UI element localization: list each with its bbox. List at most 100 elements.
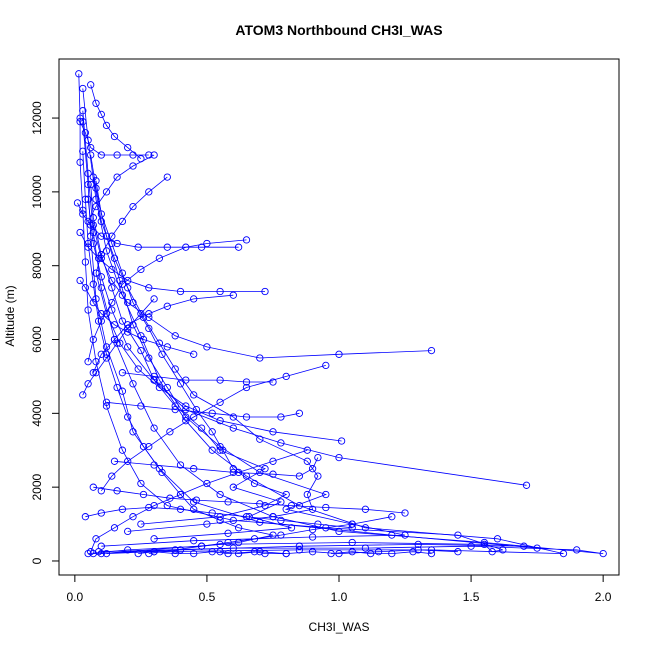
data-point (84, 136, 92, 144)
data-point (182, 402, 190, 410)
data-point (84, 169, 92, 178)
data-point (116, 276, 124, 285)
data-point (102, 398, 111, 406)
data-point (599, 549, 607, 558)
data-point (150, 151, 158, 159)
data-point (348, 520, 356, 528)
data-point (277, 439, 285, 447)
data-point (145, 313, 153, 322)
data-point (158, 350, 166, 358)
data-point (87, 81, 95, 89)
data-point (171, 332, 179, 340)
series-line (87, 239, 247, 362)
data-point (242, 236, 251, 244)
data-point (134, 243, 142, 251)
data-point (137, 346, 145, 355)
data-point (97, 509, 105, 517)
data-point (129, 513, 137, 521)
data-point (89, 335, 97, 344)
data-point (108, 284, 116, 292)
data-point (150, 548, 158, 556)
data-point (92, 177, 100, 185)
data-point (97, 273, 105, 281)
series-line (78, 73, 503, 554)
data-point (163, 343, 171, 351)
data-point (250, 479, 259, 488)
series-line (90, 84, 142, 160)
data-point (269, 531, 277, 539)
data-point (97, 232, 105, 240)
series-line (85, 507, 353, 529)
data-point (155, 383, 164, 392)
data-point (118, 280, 127, 288)
y-tick-label: 10000 (30, 175, 44, 209)
data-point (229, 465, 237, 473)
data-point (76, 228, 84, 237)
data-point (84, 243, 92, 251)
data-point (76, 118, 84, 126)
data-point (229, 468, 237, 477)
data-point (163, 302, 171, 310)
data-point (158, 468, 166, 477)
data-point (145, 188, 153, 196)
data-point (113, 151, 121, 159)
data-point (87, 151, 95, 159)
data-point (97, 250, 105, 259)
series-line (92, 294, 234, 373)
data-point (234, 524, 243, 532)
data-point (92, 358, 100, 366)
data-point (139, 490, 148, 499)
data-point (166, 428, 174, 436)
data-point (89, 298, 97, 307)
data-point (256, 500, 264, 508)
data-point (242, 378, 251, 386)
data-point (256, 518, 264, 526)
data-point (327, 549, 335, 558)
data-point (79, 391, 87, 399)
data-point (573, 546, 581, 554)
data-point (229, 483, 237, 491)
data-point (102, 402, 111, 410)
data-point (216, 376, 224, 384)
data-point (308, 465, 317, 473)
series-line (77, 202, 239, 248)
data-point (124, 546, 132, 554)
series-line (122, 372, 273, 383)
data-point (84, 380, 92, 388)
chart-title: ATOM3 Northbound CH3I_WAS (235, 22, 442, 38)
x-tick-label: 1.5 (463, 590, 480, 604)
data-point (81, 195, 90, 203)
data-point (79, 107, 87, 115)
series-line (100, 365, 326, 492)
data-point (176, 461, 185, 469)
data-point (314, 472, 322, 480)
x-tick-label: 0.5 (199, 590, 216, 604)
data-point (208, 446, 216, 454)
data-point (171, 549, 179, 558)
data-point (84, 306, 92, 314)
data-point (87, 180, 95, 189)
data-point (467, 542, 475, 550)
data-point (139, 442, 148, 451)
x-tick-label: 0.0 (67, 590, 84, 604)
data-point (124, 328, 132, 336)
data-point (124, 527, 132, 536)
data-point (97, 542, 105, 550)
data-point (269, 428, 277, 436)
data-point (102, 343, 111, 351)
data-point (287, 501, 296, 510)
data-point (409, 548, 417, 556)
data-point (84, 217, 92, 226)
data-point (108, 306, 116, 314)
data-point (129, 298, 137, 307)
data-point (145, 442, 153, 451)
data-point (176, 505, 185, 513)
data-point (118, 505, 127, 513)
data-point (261, 287, 269, 296)
data-point (242, 513, 251, 521)
data-point (110, 254, 119, 262)
data-point (124, 284, 132, 292)
data-point (282, 549, 290, 558)
data-point (124, 324, 132, 333)
data-point (282, 372, 290, 381)
